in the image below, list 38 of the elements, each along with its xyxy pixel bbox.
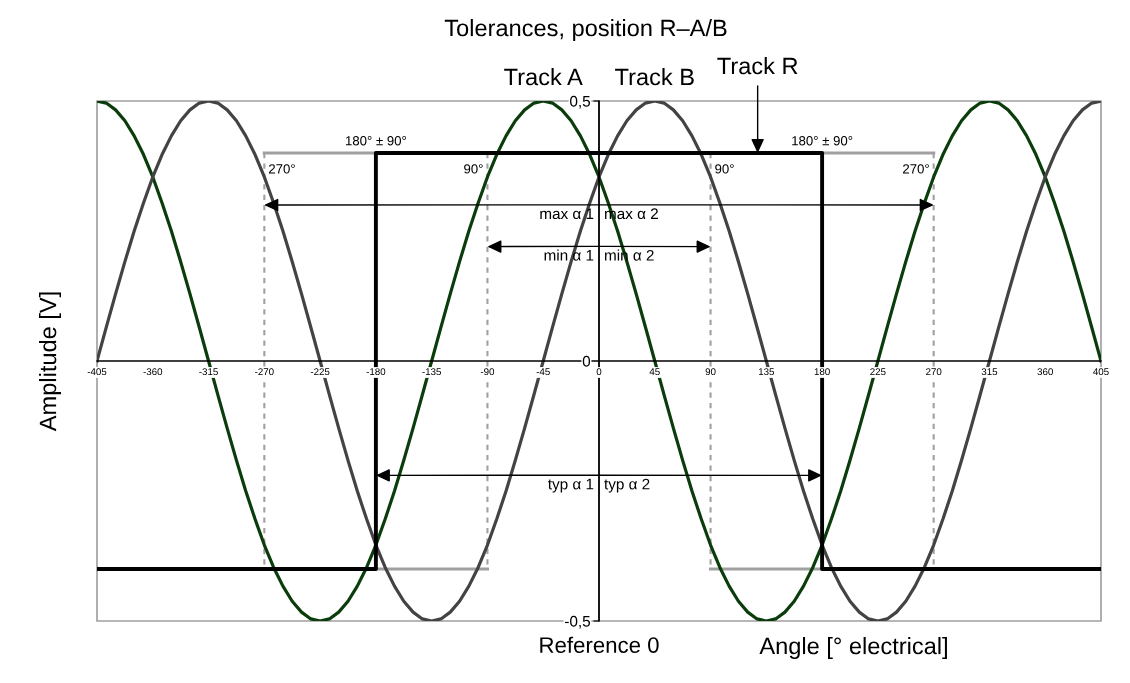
annotation: 180° ± 90°: [792, 136, 853, 146]
chart-title: Tolerances, position R–A/B: [444, 19, 727, 41]
x-tick-label: -45: [536, 368, 550, 376]
annotation: typ α 1: [548, 478, 594, 493]
x-tick-label: 405: [1093, 368, 1109, 376]
x-tick-label: 90: [705, 368, 716, 376]
annotation: Track A: [504, 68, 583, 86]
x-tick-label: -270: [255, 368, 274, 376]
x-tick-label: -225: [310, 368, 330, 376]
annotation: 270°: [269, 164, 295, 174]
x-tick-label: -360: [143, 368, 163, 376]
y-tick-label: 0: [582, 355, 591, 367]
x-tick-label: -135: [422, 368, 441, 376]
annotation: typ α 2: [604, 478, 650, 493]
x-tick-label: 315: [981, 368, 998, 376]
x-tick-label: 225: [870, 368, 886, 376]
x-tick-label: -180: [366, 368, 386, 376]
annotation: 180° ± 90°: [345, 136, 407, 146]
y-tick-label: -0,5: [565, 615, 591, 629]
x-tick-label: -90: [480, 368, 495, 376]
annotation: 270°: [903, 164, 929, 174]
x-tick-label: 270: [926, 368, 942, 376]
annotation: Track B: [615, 68, 694, 86]
x-tick-label: 135: [758, 368, 775, 376]
x-tick-label: 360: [1037, 368, 1053, 376]
x-tick-label: 0: [596, 368, 602, 376]
annotation: Track R: [717, 57, 798, 75]
x-axis-title: Angle [° electrical]: [759, 636, 947, 659]
x-tick-label: -405: [87, 368, 107, 376]
ref-line-label: Reference 0: [540, 636, 659, 653]
y-axis-title: Amplitude [V]: [39, 292, 62, 432]
annotation: 90°: [464, 164, 483, 174]
annotation: min α 1: [544, 249, 594, 261]
annotation: 90°: [715, 164, 734, 174]
x-tick-label: -315: [199, 368, 218, 376]
y-tick-label: 0,5: [570, 95, 591, 109]
x-tick-label: 180: [814, 368, 830, 376]
x-tick-label: 45: [649, 368, 660, 376]
